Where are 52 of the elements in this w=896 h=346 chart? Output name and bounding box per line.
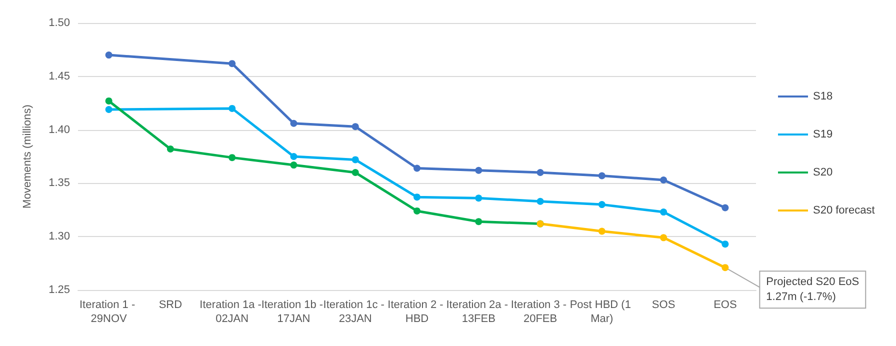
- y-tick-label: 1.40: [48, 124, 70, 136]
- y-tick-label: 1.45: [48, 70, 70, 82]
- point: [598, 172, 606, 180]
- annotation: Projected S20 EoS 1.27m (-1.7%): [766, 276, 860, 304]
- point: [228, 154, 236, 162]
- point: [290, 120, 298, 127]
- x-tick-label: Iteration 2a - 13FEB: [446, 299, 512, 325]
- point: [722, 204, 729, 212]
- point: [722, 240, 729, 248]
- legend-label: S18: [813, 90, 833, 102]
- point: [536, 198, 544, 205]
- x-tick-label: EOS: [714, 299, 737, 311]
- point: [105, 52, 112, 59]
- point: [290, 162, 298, 169]
- x-tick-label: Iteration 3 - 20FEB: [510, 299, 570, 325]
- x-tick-label: Iteration 1b - 17JAN: [261, 299, 324, 325]
- point: [536, 169, 544, 176]
- x-tick-label: SOS: [652, 299, 676, 311]
- point: [598, 228, 606, 235]
- point: [598, 201, 606, 208]
- point: [475, 194, 482, 202]
- x-tick-label: Iteration 1c - 23JAN: [323, 299, 388, 325]
- point: [166, 146, 174, 153]
- legend-label: S20: [813, 166, 833, 178]
- point: [290, 153, 298, 160]
- x-tick-label: Iteration 2 - HBD: [388, 299, 446, 325]
- point: [352, 123, 359, 130]
- y-axis-title: Movements (millions): [22, 104, 34, 208]
- point: [414, 194, 420, 201]
- legend-label: S20 forecast: [813, 204, 875, 216]
- point: [352, 169, 359, 176]
- x-tick-label: SRD: [158, 299, 182, 311]
- y-tick-label: 1.35: [48, 177, 70, 190]
- point: [414, 164, 420, 172]
- point: [228, 60, 236, 68]
- point: [660, 176, 668, 184]
- x-tick-label: Iteration 1 - 29NOV: [79, 299, 138, 325]
- point: [660, 208, 668, 216]
- point: [105, 97, 112, 104]
- point: [660, 234, 668, 242]
- y-tick-label: 1.50: [48, 17, 70, 29]
- point: [105, 106, 112, 114]
- y-tick-label: 1.25: [48, 284, 70, 296]
- point: [722, 264, 729, 272]
- point: [352, 156, 359, 164]
- point: [414, 207, 420, 214]
- point: [228, 104, 236, 112]
- point: [475, 218, 482, 226]
- legend-label: S19: [813, 128, 833, 140]
- point: [475, 166, 482, 174]
- y-tick-label: 1.30: [48, 230, 70, 243]
- x-tick-label: Post HBD (1 Mar): [570, 299, 634, 325]
